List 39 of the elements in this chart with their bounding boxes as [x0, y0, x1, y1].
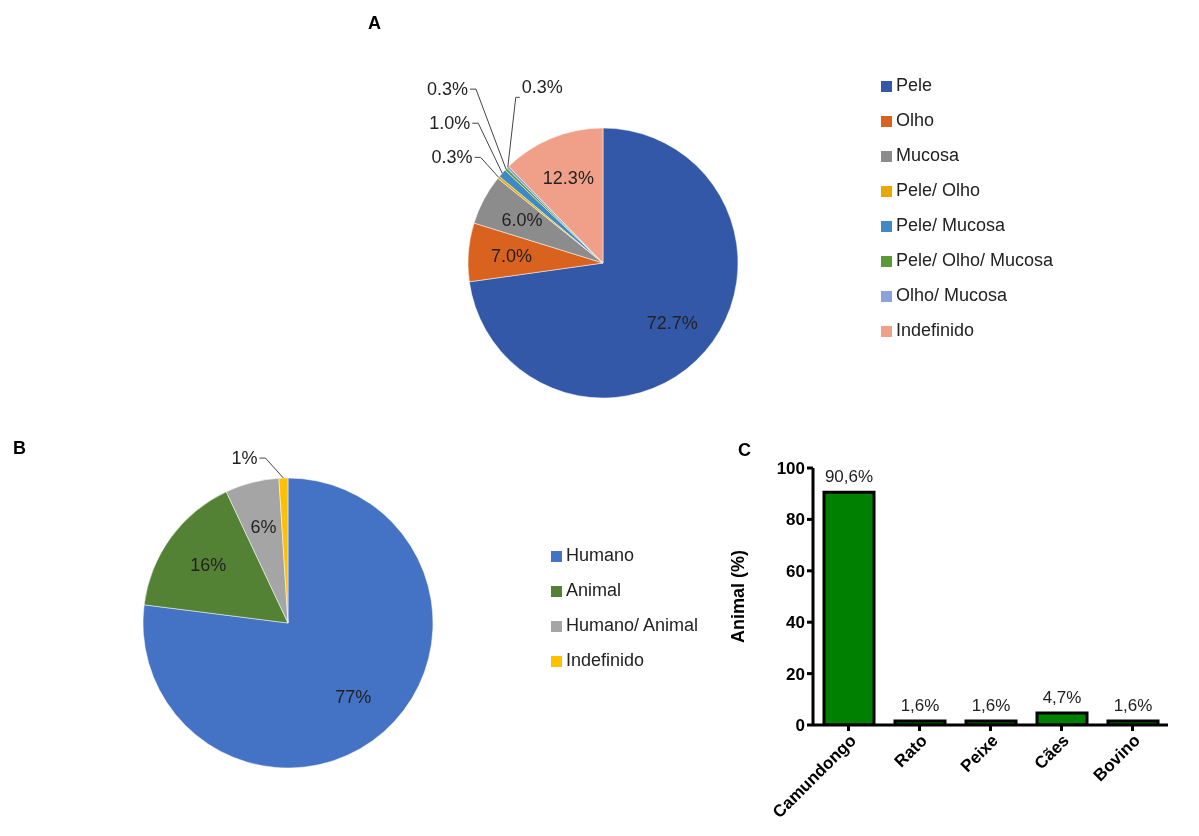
legend-label: Humano [565, 545, 634, 565]
legend-label: Indefinido [565, 650, 644, 670]
legend-label: Olho/ Mucosa [895, 285, 1007, 305]
data-label: 0.3% [521, 77, 563, 98]
legend-label: Indefinido [895, 320, 974, 340]
chart-title: A [368, 13, 381, 34]
data-label: 1.0% [429, 113, 471, 134]
y-tick-label: 20 [786, 664, 805, 684]
data-label: 12.3% [542, 167, 594, 188]
y-tick-label: 60 [786, 561, 805, 581]
data-label: 1,6% [971, 695, 1011, 715]
data-label: 0.3% [426, 79, 468, 100]
data-label: 0.3% [431, 147, 473, 168]
y-axis-title: Animal (%) [728, 549, 749, 644]
data-label: 6.0% [501, 209, 543, 230]
data-label: 4,7% [1042, 687, 1082, 707]
legend-label: Pele/ Olho/ Mucosa [895, 250, 1053, 270]
chart-title: C [738, 440, 751, 461]
legend-label: Pele/ Mucosa [895, 215, 1005, 235]
data-label: 1% [231, 448, 258, 469]
legend-label: Olho [895, 110, 934, 130]
data-label: 1,6% [1113, 695, 1153, 715]
data-label: 16% [190, 555, 227, 576]
chart-title: B [13, 438, 26, 459]
y-tick-label: 0 [795, 716, 805, 736]
data-label: 7.0% [490, 245, 533, 266]
y-tick-label: 100 [776, 459, 805, 479]
data-label: 72.7% [646, 313, 698, 334]
y-tick-label: 40 [786, 613, 805, 633]
legend-label: Animal [565, 580, 621, 600]
data-label: 77% [335, 686, 372, 707]
legend-label: Pele/ Olho [895, 180, 980, 200]
data-label: 1,6% [900, 695, 940, 715]
legend-label: Pele [895, 75, 932, 95]
y-tick-label: 80 [786, 510, 805, 530]
legend-label: Humano/ Animal [565, 615, 698, 635]
data-label: 6% [250, 517, 277, 538]
legend-label: Mucosa [895, 145, 959, 165]
data-label: 90,6% [824, 467, 874, 487]
